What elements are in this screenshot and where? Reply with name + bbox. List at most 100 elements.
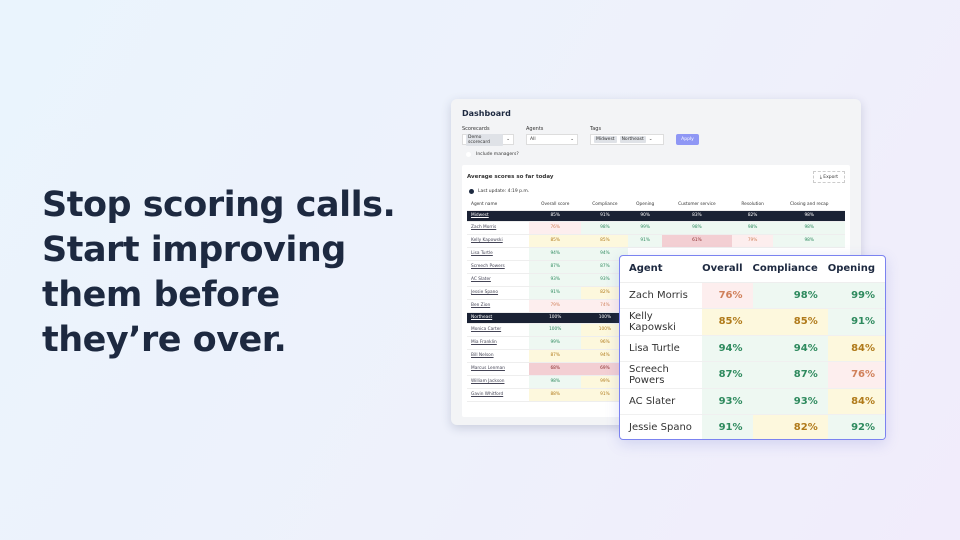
column-header: Overall (702, 256, 753, 283)
tag-chip[interactable]: Northeast (619, 136, 646, 143)
score-cell: 85% (702, 308, 753, 336)
group-row[interactable]: Midwest 85% 91% 90% 83% 82% 98% (467, 210, 845, 222)
score-cell: 87% (702, 361, 753, 389)
column-header[interactable]: Resolution (731, 199, 774, 211)
agent-name-link[interactable]: William Jackson (467, 375, 529, 389)
agents-select[interactable]: All ⌄ (526, 134, 578, 145)
column-header[interactable]: Opening (628, 199, 662, 211)
chevron-down-icon: ⌄ (506, 137, 510, 142)
score-cell: 98% (752, 282, 828, 309)
agent-name-link[interactable]: Jessie Spano (620, 414, 703, 439)
score-cell: 96% (581, 336, 629, 350)
agent-name-link[interactable]: AC Slater (467, 273, 529, 287)
column-header: Agent (620, 256, 703, 283)
score-cell: 82% (581, 286, 629, 300)
agent-name-link[interactable]: Bill Nelson (467, 349, 529, 363)
agent-name-link[interactable]: Screech Powers (620, 361, 703, 389)
score-cell: 68% (529, 362, 582, 376)
agent-name-link[interactable]: Zach Morris (467, 221, 529, 235)
score-cell: 79% (731, 234, 774, 248)
score-cell: 87% (752, 361, 828, 389)
agent-name-link[interactable]: Screech Powers (467, 260, 529, 274)
chevron-down-icon: ⌄ (570, 137, 574, 142)
tags-label: Tags (590, 126, 602, 132)
scorecards-label: Scorecards (462, 126, 490, 132)
table-row[interactable]: Lisa Turtle 94% 94% 84% (620, 335, 885, 362)
score-cell: 99% (529, 336, 582, 350)
last-update: Last update: 4:19 p.m. (478, 189, 530, 194)
score-cell: 94% (581, 349, 629, 363)
include-managers-label: Include managers? (476, 152, 519, 157)
score-cell: 94% (581, 247, 629, 261)
agent-name-link[interactable]: Zach Morris (620, 282, 703, 309)
score-cell: 87% (529, 260, 582, 274)
score-cell: 87% (529, 349, 582, 363)
agent-name-link[interactable]: Ben Zion (467, 299, 529, 313)
score-cell: 98% (581, 221, 629, 235)
scorecard-chip: Demo scorecard (466, 133, 504, 146)
score-cell: 76% (529, 221, 582, 235)
score-cell: 85% (752, 308, 828, 336)
score-cell: 100% (529, 323, 582, 337)
include-managers-toggle[interactable]: Include managers? (466, 152, 850, 157)
score-cell: 85% (529, 234, 582, 248)
checkbox[interactable] (466, 152, 471, 157)
score-cell: 99% (827, 282, 885, 309)
score-cell: 93% (752, 388, 828, 415)
agent-name-link[interactable]: AC Slater (620, 388, 703, 415)
column-header[interactable]: Overall score (529, 199, 582, 211)
agent-name-link[interactable]: Jessie Spano (467, 286, 529, 300)
score-cell: 98% (773, 234, 845, 248)
column-header: Opening (827, 256, 885, 283)
table-row[interactable]: Screech Powers 87% 87% 76% (620, 361, 885, 389)
score-cell: 98% (773, 210, 845, 222)
score-cell: 84% (827, 388, 885, 415)
group-name[interactable]: Midwest (467, 210, 529, 222)
score-cell: 92% (827, 414, 885, 439)
export-label: Export (823, 175, 838, 180)
score-cell: 94% (529, 247, 582, 261)
score-cell: 93% (581, 273, 629, 287)
score-cell: 76% (827, 361, 885, 389)
score-cell: 100% (529, 312, 582, 324)
score-cell: 93% (702, 388, 753, 415)
agent-name-link[interactable]: Lisa Turtle (467, 247, 529, 261)
table-row[interactable]: Kelly Kapowski 85% 85% 91% 61% 79% 98% (467, 234, 845, 248)
column-header[interactable]: Customer service (661, 199, 732, 211)
agent-name-link[interactable]: Kelly Kapowski (467, 234, 529, 248)
score-cell: 99% (581, 375, 629, 389)
score-cell: 91% (702, 414, 753, 439)
apply-button[interactable]: Apply (676, 134, 699, 145)
tags-select[interactable]: Midwest Northeast ⌄ (590, 134, 664, 145)
table-row[interactable]: AC Slater 93% 93% 84% (620, 388, 885, 415)
table-row[interactable]: Zach Morris 76% 98% 99% (620, 282, 885, 309)
tag-chip[interactable]: Midwest (594, 136, 617, 143)
zoomed-scores-table: Agent Overall Compliance Opening Zach Morris… (620, 256, 885, 439)
group-name[interactable]: Northeast (467, 312, 529, 324)
table-row[interactable]: Kelly Kapowski 85% 85% 91% (620, 308, 885, 336)
agent-name-link[interactable]: Lisa Turtle (620, 335, 703, 362)
score-cell: 99% (628, 221, 662, 235)
score-cell: 90% (628, 210, 662, 222)
column-header[interactable]: Closing and recap (773, 199, 845, 211)
table-row[interactable]: Zach Morris 76% 98% 99% 98% 98% 98% (467, 221, 845, 235)
score-cell: 74% (581, 299, 629, 313)
score-cell: 98% (661, 221, 732, 235)
score-cell: 98% (731, 221, 774, 235)
score-cell: 91% (628, 234, 662, 248)
score-cell: 100% (581, 323, 629, 337)
scorecards-select[interactable]: Demo scorecard ⌄ (462, 133, 514, 146)
column-header[interactable]: Compliance (581, 199, 629, 211)
download-icon: ⤓ (819, 175, 824, 180)
column-header[interactable]: Agent name (467, 199, 529, 211)
agent-name-link[interactable]: Kelly Kapowski (620, 308, 703, 336)
score-cell: 98% (529, 375, 582, 389)
score-cell: 85% (581, 234, 629, 248)
agent-name-link[interactable]: Gavin Whitford (467, 388, 529, 402)
agent-name-link[interactable]: Monica Carter (467, 323, 529, 337)
agents-label: Agents (526, 126, 544, 132)
agent-name-link[interactable]: Mia Franklin (467, 336, 529, 350)
table-row[interactable]: Jessie Spano 91% 82% 92% (620, 414, 885, 439)
export-button[interactable]: ⤓ Export (812, 171, 845, 183)
agent-name-link[interactable]: Marcus Lenman (467, 362, 529, 376)
